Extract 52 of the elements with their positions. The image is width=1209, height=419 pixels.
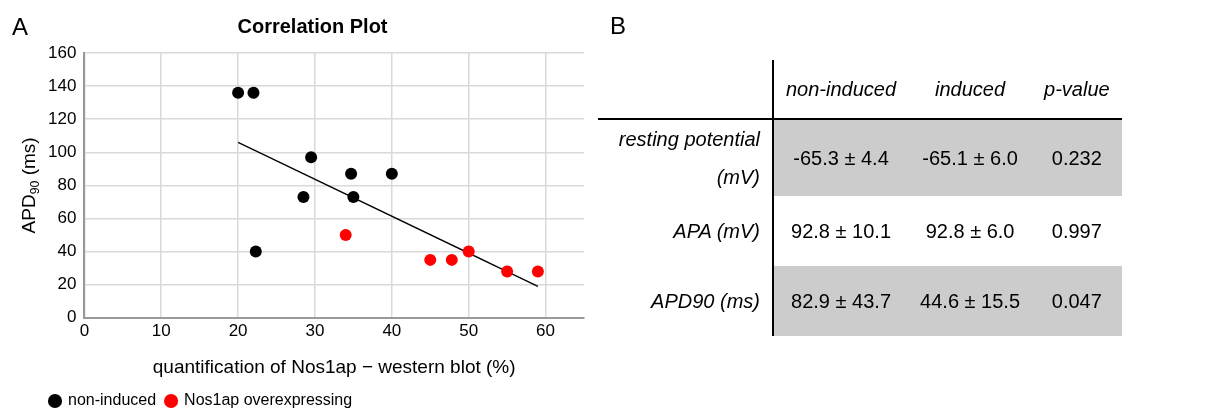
point [247, 86, 260, 99]
text: B [610, 12, 627, 40]
text: -65.1 ± 6.0 [922, 146, 1018, 169]
x-tick-label: 40 [382, 320, 402, 340]
text: 0.232 [1051, 146, 1102, 169]
y-tick-label: 40 [57, 241, 77, 261]
chart-title: Correlation Plot [237, 14, 388, 37]
x-tick-label: 50 [459, 320, 479, 340]
category-label: induced [908, 60, 1033, 119]
category-label: non-induced [773, 60, 909, 119]
y-tick-label: 60 [57, 208, 77, 228]
text: 0.047 [1051, 289, 1102, 312]
point [385, 167, 398, 180]
y-tick-label: 100 [47, 141, 77, 161]
y-tick-label: 20 [57, 274, 77, 294]
text: A [12, 12, 29, 40]
y-tick-label: 140 [47, 75, 77, 95]
y-axis-title: APD90 (ms) [18, 137, 43, 234]
point [297, 190, 310, 203]
y-tick-label: 80 [57, 175, 77, 195]
category-label: APA (mV) [673, 220, 760, 242]
text: 44.6 ± 15.5 [920, 289, 1021, 312]
x-tick-label: 60 [536, 320, 556, 340]
x-tick-label: 20 [228, 320, 248, 340]
x-tick-label: 10 [151, 320, 171, 340]
text: -65.3 ± 4.4 [793, 146, 889, 169]
x-tick-label: 0 [79, 320, 90, 340]
point [249, 245, 262, 258]
point [445, 253, 458, 266]
category-label: APD90 (ms) [651, 290, 760, 312]
text: 92.8 ± 10.1 [791, 219, 892, 242]
y-tick-label: 160 [47, 42, 77, 62]
x-axis-title: quantification of Nos1ap − western blot (%) [152, 355, 516, 377]
y-tick-label: 120 [47, 108, 77, 128]
text: 0.997 [1051, 219, 1102, 242]
point [501, 265, 514, 278]
category-label: resting potential (mV) [618, 128, 760, 188]
legend-label: non-induced [68, 391, 157, 409]
legend-label: Nos1ap overexpressing [184, 391, 353, 409]
point [531, 265, 544, 278]
point [424, 253, 437, 266]
point [232, 86, 245, 99]
point [462, 245, 475, 258]
point [305, 151, 318, 164]
x-tick-label: 30 [305, 320, 325, 340]
y-tick-label: 0 [66, 307, 77, 327]
point [347, 190, 360, 203]
category-label: p-value [1032, 60, 1122, 119]
point [339, 229, 352, 242]
point [345, 167, 358, 180]
text: 92.8 ± 6.0 [925, 219, 1015, 242]
text: 82.9 ± 43.7 [791, 289, 892, 312]
